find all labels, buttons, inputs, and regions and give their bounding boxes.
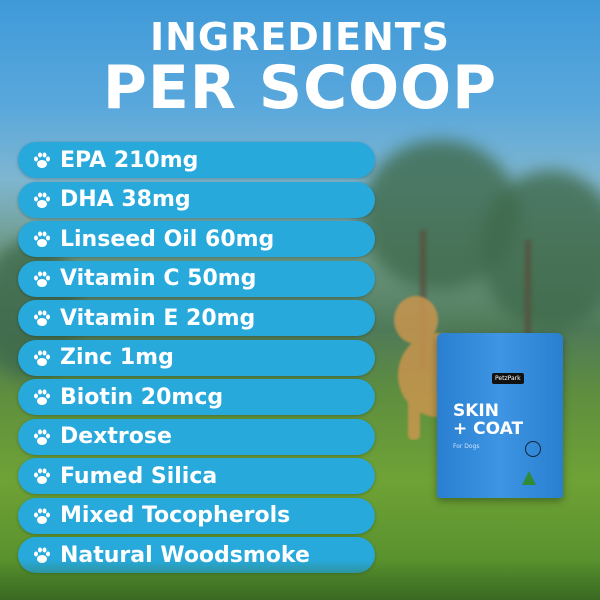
paw-icon <box>34 468 50 484</box>
australian-made-icon <box>522 471 536 485</box>
ingredient-label: Dextrose <box>60 424 172 449</box>
paw-icon <box>34 231 50 247</box>
product-name: SKIN + COAT <box>453 401 524 439</box>
paw-icon <box>34 508 50 524</box>
ingredient-label: Linseed Oil 60mg <box>60 226 275 252</box>
ingredient-label: Biotin 20mcg <box>60 384 224 410</box>
paw-icon <box>34 192 50 208</box>
ingredient-label: Vitamin E 20mg <box>60 305 256 331</box>
ingredient-item: Zinc 1mg <box>18 339 375 376</box>
ingredient-item: Vitamin E 20mg <box>18 300 375 336</box>
ingredient-item: Fumed Silica <box>18 458 375 494</box>
ingredient-item: Vitamin C 50mg <box>18 260 375 297</box>
ingredient-label: EPA 210mg <box>60 147 199 173</box>
ingredient-label: Fumed Silica <box>60 463 218 489</box>
heading-line-2: PER SCOOP <box>102 53 498 123</box>
paw-icon <box>34 350 50 366</box>
brand-logo: PetzPark <box>492 373 524 384</box>
paw-icon <box>34 271 50 287</box>
ingredient-label: Mixed Tocopherols <box>60 503 291 528</box>
tree-trunk <box>525 240 531 370</box>
ingredient-label: DHA 38mg <box>60 187 191 212</box>
product-name-line-2: + COAT <box>453 418 524 439</box>
paw-icon <box>34 310 50 326</box>
ingredient-item: DHA 38mg <box>18 181 375 218</box>
ingredient-item: Dextrose <box>18 418 375 455</box>
ingredient-item: Linseed Oil 60mg <box>18 221 375 257</box>
ingredient-item: EPA 210mg <box>18 142 375 178</box>
ingredient-item: Biotin 20mcg <box>18 379 375 415</box>
ingredient-label: Zinc 1mg <box>60 345 174 370</box>
grass-foreground <box>0 560 600 600</box>
omega-badge-icon <box>525 441 541 457</box>
ingredient-item: Mixed Tocopherols <box>18 497 375 534</box>
heading-line-1: INGREDIENTS <box>149 15 451 59</box>
paw-icon <box>34 429 50 445</box>
paw-icon <box>34 152 50 168</box>
background-tree <box>480 170 600 330</box>
paw-icon <box>34 389 50 405</box>
product-name-line-1: SKIN <box>453 401 499 421</box>
heading: INGREDIENTS PER SCOOP <box>0 18 600 118</box>
product-subtitle: For Dogs <box>453 443 480 450</box>
ingredient-label: Vitamin C 50mg <box>60 266 257 291</box>
product-packet: PetzPark SKIN + COAT For Dogs <box>437 333 563 498</box>
